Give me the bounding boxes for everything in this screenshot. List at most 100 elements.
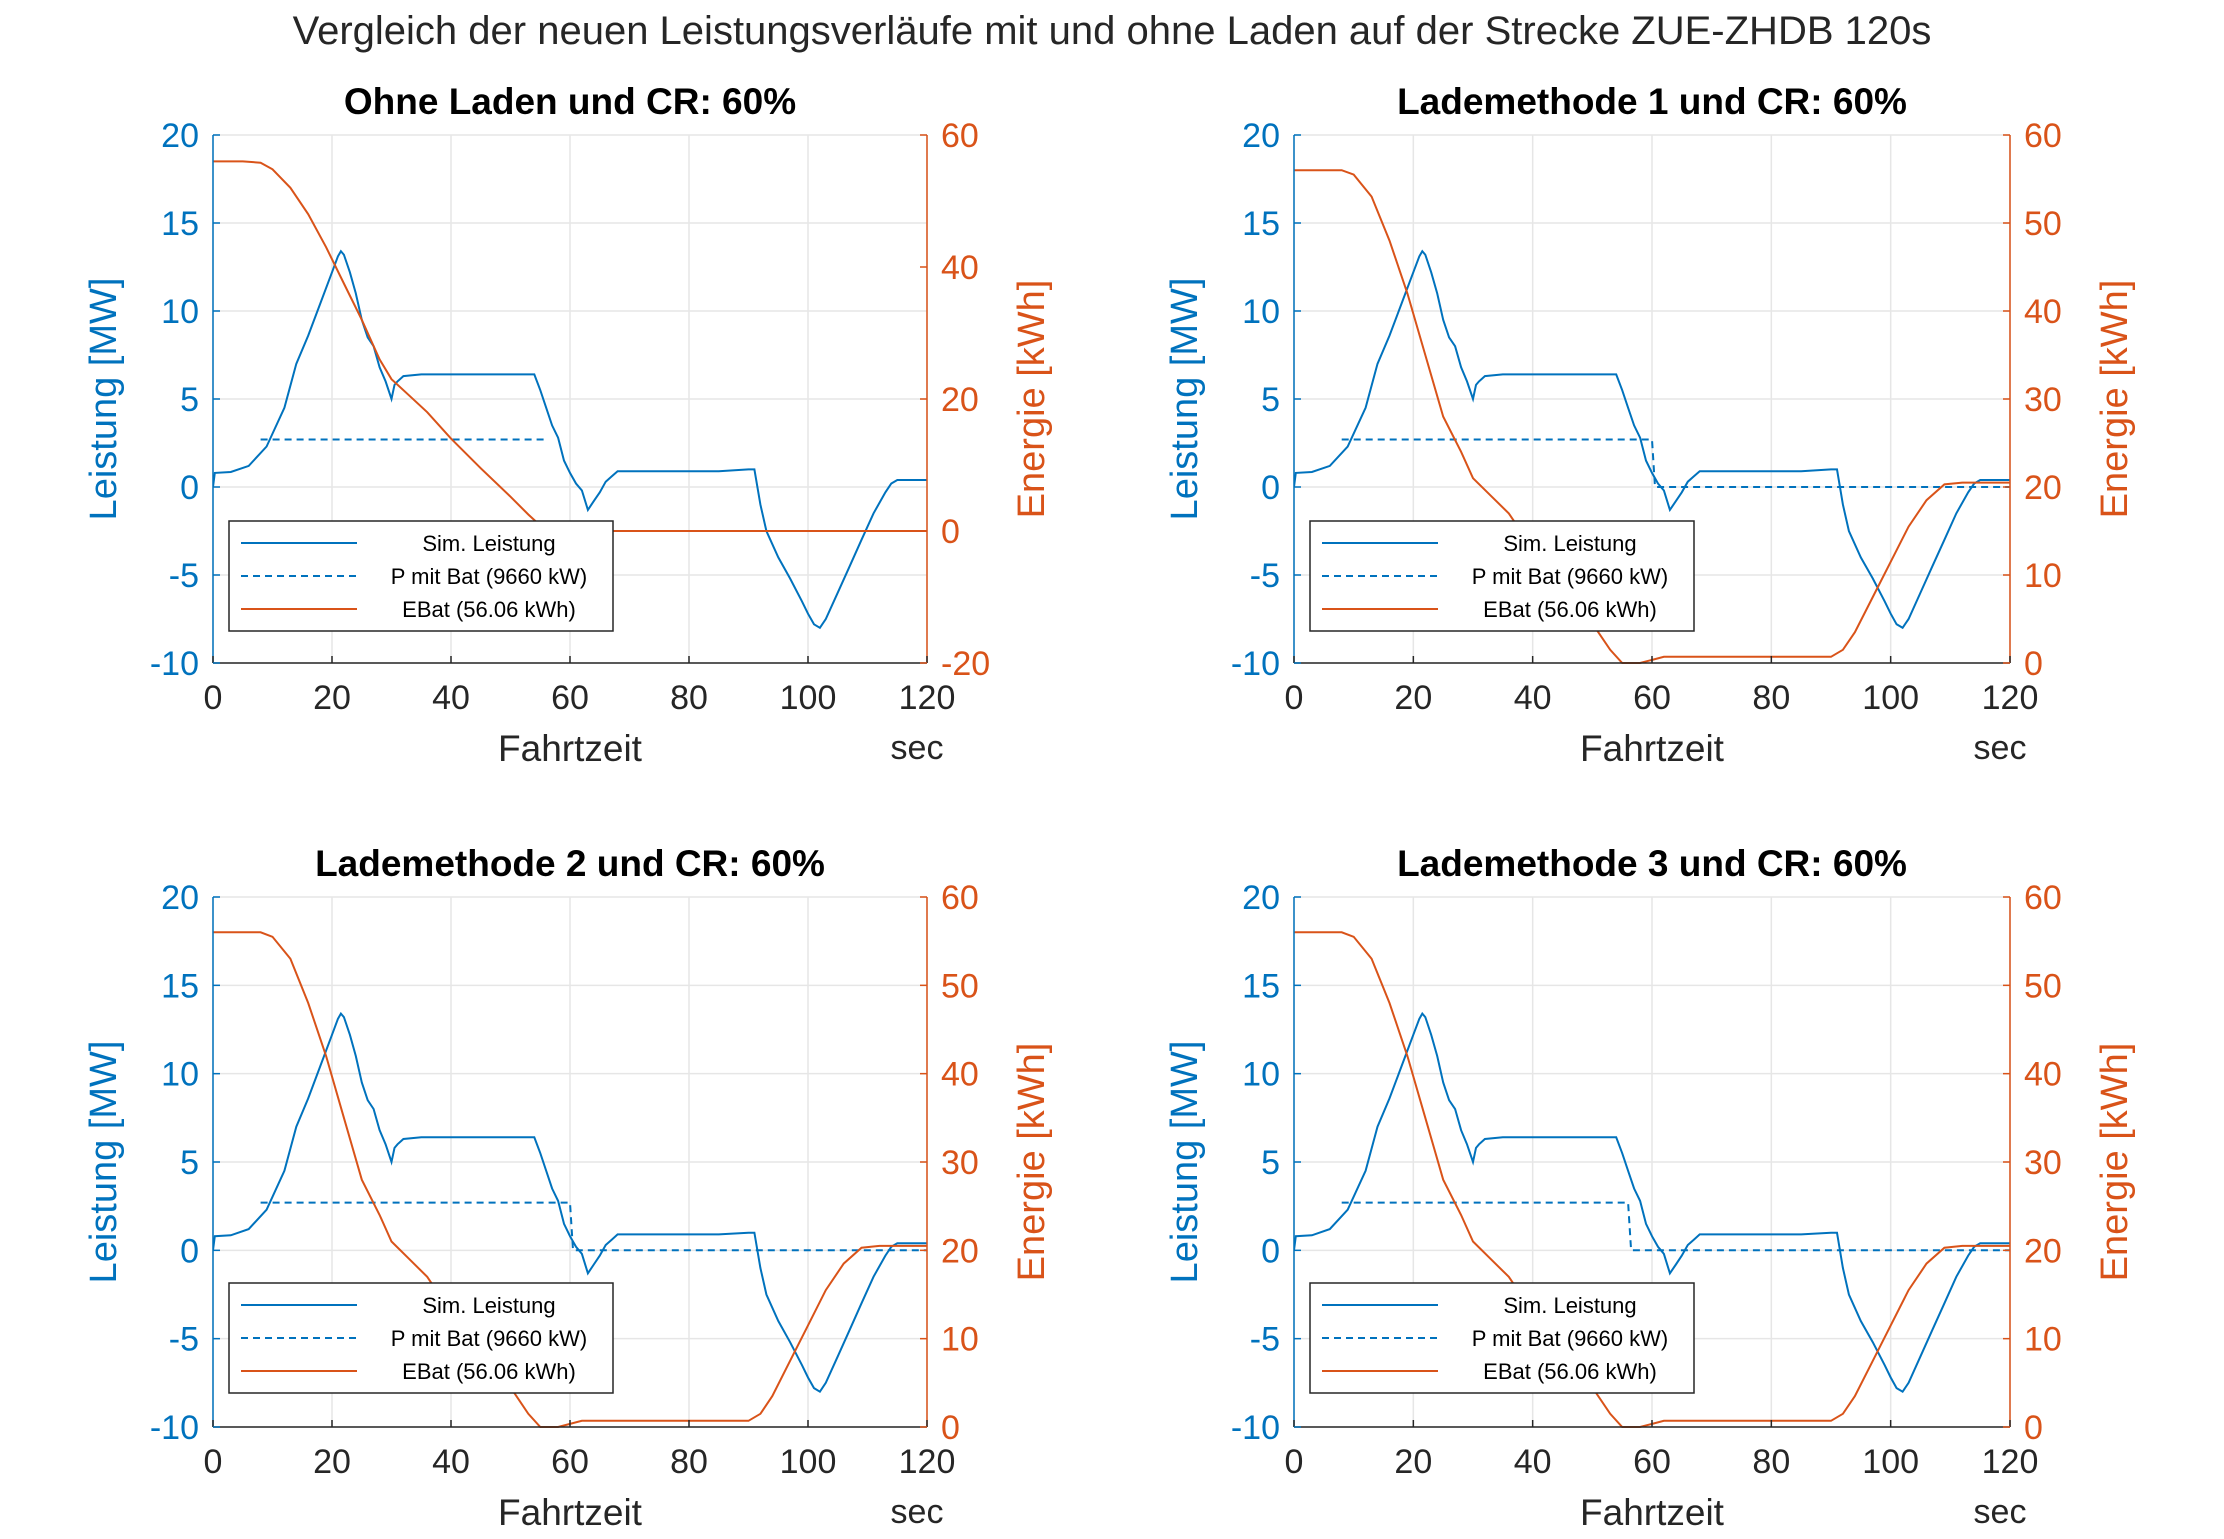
y-right-tick-label: 20 <box>2024 1232 2062 1270</box>
series-line-1 <box>1294 249 2010 630</box>
x-tick-label: 120 <box>1982 1443 2039 1481</box>
y-left-tick-label: 15 <box>1242 967 1280 1005</box>
x-tick-label: 120 <box>899 1443 956 1481</box>
legend-entry-label: P mit Bat (9660 kW) <box>1472 1326 1668 1351</box>
y-left-tick-label: 0 <box>1261 469 1280 507</box>
y-right-tick-label: 10 <box>941 1321 979 1359</box>
x-tick-label: 60 <box>551 1443 589 1481</box>
y-left-tick-label: 15 <box>161 205 199 243</box>
legend-entry-label: EBat (56.06 kWh) <box>402 597 576 622</box>
y-left-tick-label: -10 <box>150 645 199 683</box>
x-tick-label: 100 <box>780 679 837 717</box>
y-left-tick-label: -5 <box>1250 557 1280 595</box>
legend-entry-label: Sim. Leistung <box>1503 531 1636 556</box>
y-left-tick-label: -10 <box>150 1409 199 1447</box>
x-tick-label: 60 <box>1633 1443 1671 1481</box>
y-left-tick-label: -10 <box>1231 645 1280 683</box>
y-right-tick-label: 0 <box>2024 1409 2043 1447</box>
x-axis-label: Fahrtzeit <box>1580 728 1725 769</box>
y-left-tick-label: 10 <box>1242 1056 1280 1094</box>
y-right-axis-label: Energie [kWh] <box>1011 280 1053 519</box>
chart-title: Lademethode 1 und CR: 60% <box>1397 81 1907 122</box>
y-right-tick-label: 30 <box>941 1144 979 1182</box>
y-left-tick-label: 15 <box>161 967 199 1005</box>
legend-entry-label: P mit Bat (9660 kW) <box>391 1326 587 1351</box>
series-line-1 <box>213 249 927 630</box>
y-left-tick-label: 20 <box>161 879 199 917</box>
y-left-tick-label: 20 <box>1242 117 1280 155</box>
x-axis-unit: sec <box>891 729 944 767</box>
x-tick-label: 100 <box>1862 679 1919 717</box>
y-left-tick-label: 5 <box>1261 1144 1280 1182</box>
y-left-tick-label: 5 <box>180 381 199 419</box>
y-left-tick-label: -5 <box>1250 1321 1280 1359</box>
y-right-tick-label: 60 <box>2024 117 2062 155</box>
y-left-tick-label: -5 <box>169 1321 199 1359</box>
y-left-axis-label: Leistung [MW] <box>83 1041 125 1284</box>
x-tick-label: 20 <box>313 1443 351 1481</box>
chart-title: Lademethode 3 und CR: 60% <box>1397 843 1907 884</box>
legend-entry-label: EBat (56.06 kWh) <box>1483 597 1657 622</box>
y-right-axis-label: Energie [kWh] <box>2094 1043 2136 1282</box>
y-left-tick-label: 0 <box>180 1232 199 1270</box>
x-axis-unit: sec <box>1974 1493 2027 1531</box>
series-line-2 <box>260 1201 927 1252</box>
x-tick-label: 40 <box>432 1443 470 1481</box>
chart-panel-4: 0 20 40 60 80 100 120 -10 -5 0 5 10 15 20 0 10 20 30 40 50 6… <box>1164 843 2136 1533</box>
y-left-tick-label: -5 <box>169 557 199 595</box>
legend-entry-label: EBat (56.06 kWh) <box>1483 1359 1657 1384</box>
y-left-axis-label: Leistung [MW] <box>83 278 125 521</box>
legend: Sim. Leistung P mit Bat (9660 kW) EBat (56… <box>228 520 614 632</box>
y-left-axis-label: Leistung [MW] <box>1164 1041 1206 1284</box>
legend-entry-label: Sim. Leistung <box>422 531 555 556</box>
chart-title: Lademethode 2 und CR: 60% <box>315 843 825 884</box>
y-right-tick-label: 60 <box>941 117 979 155</box>
chart-title: Ohne Laden und CR: 60% <box>344 81 796 122</box>
y-left-tick-label: 10 <box>161 1056 199 1094</box>
x-axis-label: Fahrtzeit <box>498 728 643 769</box>
y-left-tick-label: 5 <box>180 1144 199 1182</box>
y-left-tick-label: 0 <box>180 469 199 507</box>
y-right-tick-label: 30 <box>2024 381 2062 419</box>
y-right-tick-label: 20 <box>941 1232 979 1270</box>
y-left-tick-label: 20 <box>161 117 199 155</box>
y-right-tick-label: 40 <box>2024 1056 2062 1094</box>
y-right-tick-label: 10 <box>2024 557 2062 595</box>
x-tick-label: 60 <box>551 679 589 717</box>
chart-panel-2: 0 20 40 60 80 100 120 -10 -5 0 5 10 15 20 0 10 20 30 40 50 6… <box>1164 81 2136 769</box>
x-tick-label: 100 <box>780 1443 837 1481</box>
x-tick-label: 60 <box>1633 679 1671 717</box>
y-right-tick-label: 20 <box>941 381 979 419</box>
y-left-axis-label: Leistung [MW] <box>1164 278 1206 521</box>
legend-entry-label: P mit Bat (9660 kW) <box>391 564 587 589</box>
y-left-tick-label: 5 <box>1261 381 1280 419</box>
x-tick-label: 40 <box>1514 1443 1552 1481</box>
legend: Sim. Leistung P mit Bat (9660 kW) EBat (56… <box>1309 520 1695 632</box>
legend: Sim. Leistung P mit Bat (9660 kW) EBat (56… <box>1309 1282 1695 1394</box>
y-right-tick-label: 20 <box>2024 469 2062 507</box>
x-tick-label: 20 <box>313 679 351 717</box>
series-line-1 <box>1294 1011 2010 1394</box>
legend-entry-label: P mit Bat (9660 kW) <box>1472 564 1668 589</box>
y-right-tick-label: 40 <box>2024 293 2062 331</box>
series-line-1 <box>213 1011 927 1394</box>
x-tick-label: 0 <box>204 679 223 717</box>
figure-title: Vergleich der neuen Leistungsverläufe mi… <box>293 9 1932 53</box>
y-right-tick-label: 30 <box>2024 1144 2062 1182</box>
y-right-tick-label: 10 <box>2024 1321 2062 1359</box>
x-tick-label: 20 <box>1394 679 1432 717</box>
x-tick-label: 120 <box>1982 679 2039 717</box>
x-axis-unit: sec <box>1974 729 2027 767</box>
y-left-tick-label: 10 <box>1242 293 1280 331</box>
x-tick-label: 80 <box>670 679 708 717</box>
x-axis-label: Fahrtzeit <box>498 1492 643 1533</box>
y-right-axis-label: Energie [kWh] <box>2094 280 2136 519</box>
y-right-tick-label: -20 <box>941 645 990 683</box>
y-right-tick-label: 50 <box>2024 967 2062 1005</box>
y-right-tick-label: 40 <box>941 1056 979 1094</box>
y-left-tick-label: -10 <box>1231 1409 1280 1447</box>
y-left-tick-label: 10 <box>161 293 199 331</box>
x-axis-unit: sec <box>891 1493 944 1531</box>
x-tick-label: 0 <box>204 1443 223 1481</box>
